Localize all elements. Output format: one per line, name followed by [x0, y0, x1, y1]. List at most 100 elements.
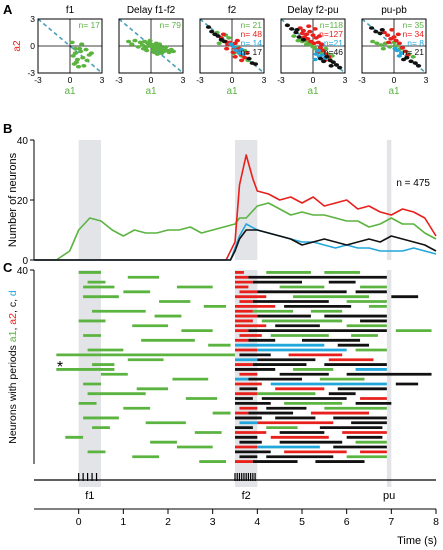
- scatter-point: [379, 28, 385, 32]
- series-line-cyan: [34, 223, 437, 261]
- scatter-point: [150, 48, 156, 53]
- count-label: n= 35: [402, 20, 424, 30]
- scatter-point: [73, 60, 79, 64]
- scatter-point: [132, 38, 138, 43]
- scatter-point: [224, 46, 230, 51]
- y-label-prefix: Neurons with periods: [7, 342, 19, 444]
- scatter-point: [396, 41, 402, 46]
- x-axis-label: a1: [307, 86, 319, 97]
- scatter-point: [337, 65, 343, 70]
- scatter-point: [284, 23, 290, 28]
- y-label-part: ,: [7, 325, 19, 331]
- panel-letter-b: B: [3, 121, 12, 136]
- scatter-point: [396, 54, 402, 58]
- x-tick-label: 2: [165, 516, 171, 528]
- scatter-point: [317, 46, 324, 50]
- x-axis-label: a1: [226, 86, 238, 97]
- x-tick-label: 0: [230, 75, 235, 85]
- panel-letter-a: A: [3, 2, 13, 17]
- x-tick-label: 0: [311, 75, 316, 85]
- scatter-point: [387, 45, 393, 49]
- asterisk-marker: *: [57, 359, 63, 376]
- scatter-point: [140, 46, 147, 51]
- x-tick-label: 7: [388, 516, 394, 528]
- scatter-point: [301, 35, 308, 39]
- scatter-point: [307, 29, 313, 34]
- scatter-point: [239, 47, 245, 52]
- subplot-frame: [37, 18, 103, 74]
- scatter-point: [246, 56, 252, 61]
- scatter-point: [408, 59, 414, 64]
- scatter-point: [163, 45, 169, 49]
- scatter-point: [74, 57, 81, 62]
- scatter-point: [79, 42, 85, 46]
- event-label-f1: f1: [85, 490, 94, 502]
- count-label: n= 21: [240, 20, 262, 30]
- scatter-point: [410, 55, 416, 59]
- scatter-point: [147, 38, 153, 43]
- x-tick-label: 4: [254, 516, 260, 528]
- event-shade: [386, 140, 392, 260]
- count-label: n= 17: [78, 20, 100, 30]
- event-shade: [78, 140, 101, 260]
- scatter-point: [170, 49, 176, 54]
- scatter-point: [295, 38, 301, 43]
- y-tick-label: 20: [17, 196, 29, 207]
- series-line-black: [34, 229, 437, 261]
- scatter-subplot-2: Delay f1-f2 n= 79 -3 0 3 a1: [115, 5, 185, 97]
- x-tick-label: 8: [433, 516, 439, 528]
- x-tick-label: 0: [76, 516, 82, 528]
- scatter-point: [312, 27, 318, 31]
- scatter-point: [392, 46, 398, 51]
- scatter-point: [378, 43, 384, 47]
- scatter-point: [83, 47, 89, 52]
- scatter-point: [232, 41, 238, 46]
- scatter-point: [236, 51, 243, 55]
- subplot-frame: [361, 18, 427, 74]
- scatter-point: [75, 64, 82, 69]
- scatter-point: [311, 41, 317, 46]
- scatter-point: [373, 29, 379, 34]
- count-label: n= 8: [407, 38, 424, 48]
- scatter-point: [320, 53, 326, 57]
- scatter-point: [321, 59, 327, 64]
- scatter-point: [381, 30, 387, 35]
- scatter-point: [129, 42, 135, 46]
- scatter-point: [220, 32, 227, 37]
- panel-c-raster: C 40 * Neurons with periods a1, a2, c, d f1 f…: [3, 260, 436, 502]
- scatter-point: [88, 51, 94, 55]
- scatter-point: [398, 51, 405, 55]
- scatter-point: [391, 35, 397, 39]
- subplot-frame: [280, 18, 346, 74]
- scatter-point: [231, 45, 237, 49]
- scatter-point: [316, 34, 322, 38]
- count-label: n=127: [319, 29, 343, 39]
- scatter-point: [81, 64, 87, 68]
- scatter-point: [232, 55, 238, 59]
- count-label: n=46: [324, 47, 343, 57]
- x-tick-label: 3: [262, 75, 267, 85]
- scatter-point: [386, 40, 392, 45]
- subplot-frame: [118, 18, 184, 74]
- scatter-point: [205, 25, 212, 29]
- scatter-point: [156, 42, 163, 46]
- scatter-point: [72, 51, 78, 55]
- scatter-subplot-3: f2n= 21n= 48n= 14n= 17 -3 0 3 a1: [196, 5, 266, 97]
- scatter-point: [415, 64, 422, 68]
- scatter-subplot-1: f1n= 17 -3 0 3 a1: [34, 5, 104, 97]
- scatter-point: [380, 46, 386, 51]
- subplot-title: pu-pb: [381, 5, 407, 16]
- scatter-point: [77, 46, 83, 51]
- scatter-point: [233, 48, 239, 53]
- subplot-frame: [199, 18, 265, 74]
- count-label: n= 21: [402, 47, 424, 57]
- scatter-point: [234, 38, 240, 43]
- y-label-part: d: [7, 290, 19, 296]
- scatter-point: [166, 50, 172, 55]
- scatter-point: [330, 60, 336, 64]
- count-label: n= 14: [240, 38, 262, 48]
- scatter-point: [299, 31, 305, 36]
